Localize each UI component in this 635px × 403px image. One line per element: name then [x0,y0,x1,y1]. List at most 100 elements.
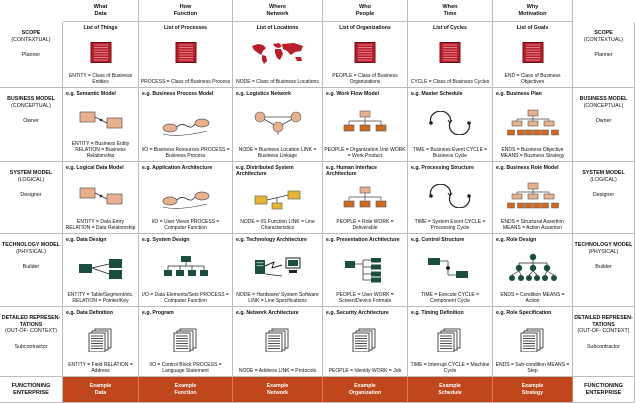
cell-description: TIME = Execute CYCLE = Component Cycle [420,291,480,304]
row-name: SCOPE [594,30,613,36]
cell-title: e.g. Control Structure [411,237,465,243]
cell-description: PEOPLE = User WORK = Screen/Device Forma… [336,291,394,304]
cell-title: e.g. Role Design [496,237,537,243]
cell-description: PROCESS = Class of Business Process [140,78,231,85]
cycle-icon [425,183,475,213]
cell-description: CYCLE = Class of Business Cycles [410,78,490,85]
row-name: BUSINESS MODEL [579,96,628,102]
framework-cell-r3-c1: e.g. Logical Data Model ENTITY = Data En… [63,162,139,234]
row-role: Owner [23,118,39,125]
framework-cell-r1-c6: List of Goals END = Class of Business Ob… [493,22,573,88]
framework-cell-r5-c4: e.g. Security Architecture PEOPLE = Iden… [323,307,408,377]
cell-description: ENDS = Structural Assertion MEANS = Acti… [501,218,564,231]
framework-cell-r4-c6: e.g. Role Design ENDS = Condition MEANS … [493,234,573,307]
cell-title: List of Organizations [339,25,391,31]
functioning-enterprise-text: FUNCTIONING ENTERPRISE [11,383,51,396]
column-header-question: When [442,4,458,10]
row-name: TECHNOLOGY MODEL [2,242,60,248]
book-icon [439,42,461,68]
cell-description: ENTITY = Field RELATION = Address [68,361,133,374]
framework-cell-r4-c5: e.g. Control Structure TIME = Execute CY… [408,234,493,307]
cell-description: I/O = Control Block PROCESS = Language S… [149,361,222,374]
framework-cell-r1-c4: List of Organizations PEOPLE = Class of … [323,22,408,88]
cell-description: I/O = Data Elements/Sets PROCESS = Compu… [142,291,229,304]
column-header-question: Who [358,4,372,10]
example-label: Example [266,383,289,389]
cycle-icon [425,110,475,140]
cell-title: e.g. Business Process Model [142,91,214,97]
goal-tree-icon [506,182,559,215]
hardware-icon [252,254,304,287]
framework-cell-r3-c4: e.g. Human Interface Architecture PEOPLE… [323,162,408,234]
framework-cell-r3-c6: e.g. Business Role Model ENDS = Structur… [493,162,573,234]
row-subtitle: (CONTEXTUAL) [583,36,624,43]
framework-cell-r4-c4: e.g. Presentation Architecture PEOPLE = … [323,234,408,307]
book-icon [175,42,197,68]
cell-title: e.g. Master Schedule [411,91,463,97]
row-header-right-2: BUSINESS MODEL (CONCEPTUAL) Owner [573,88,635,162]
cell-title: List of Goals [516,25,549,31]
cell-description: TIME = Interrupt CYCLE = Machine Cycle [410,361,490,374]
cell-description: I/O = User Views PROCESS = Computer Func… [151,218,220,231]
row-header-right-4: TECHNOLOGY MODEL (PHYSICAL) Builder [573,234,635,307]
column-header-label: Function [173,11,198,17]
example-value: Function [174,389,197,396]
row-subtitle: (PHYSICAL) [588,248,619,255]
cell-title: e.g. Network Architecture [236,310,299,316]
framework-cell-r1-c5: List of Cycles CYCLE = Class of Business… [408,22,493,88]
row-role: Planner [21,52,41,59]
row-role: Designer [592,192,615,199]
cell-description: PEOPLE = Identity WORK = Job [328,367,402,374]
cell-description: END = Class of Business Objectives [504,72,561,85]
row-role: Subcontractor [587,343,620,350]
world-map-icon [249,41,307,70]
row-name: SYSTEM MODEL [9,170,53,176]
example-value: Strategy [521,389,544,396]
framework-cell-r3-c2: e.g. Application Architecture I/O = User… [139,162,233,234]
goal-tree-icon [506,109,559,142]
row-name: DETAILED REPRESEN- TATIONS [1,315,61,328]
cell-description: NODE = Business Location LINK = Business… [238,146,317,159]
cell-title: e.g. Logical Data Model [66,165,124,171]
column-header-question: Why [526,4,539,10]
row-header-right-1: SCOPE (CONTEXTUAL) Planner [573,22,635,88]
column-header-people: Who People [323,0,408,22]
cell-description: NODE = Hardware/ System Software LINK = … [236,291,319,304]
column-header-label: Time [443,11,457,17]
control-flow-icon [426,255,474,286]
framework-cell-r1-c1: List of Things ENTITY = Class of Busines… [63,22,139,88]
example-value: Organization [348,389,382,396]
book-icon [522,42,544,68]
row-header-left-5: DETAILED REPRESEN- TATIONS (OUT-OF- CONTE… [0,307,63,377]
row-subtitle: (OUT-OF- CONTEXT) [577,328,630,335]
cell-title: e.g. Semantic Model [66,91,116,97]
cell-title: e.g. Presentation Architecture [326,237,400,243]
column-header-label: Motivation [518,11,547,17]
book-icon [90,42,112,68]
row-name: TECHNOLOGY MODEL [574,242,633,248]
functioning-enterprise-label-right: FUNCTIONING ENTERPRISE [573,377,635,403]
framework-cell-r2-c4: e.g. Work Flow Model PEOPLE = Organizati… [323,88,408,162]
row-subtitle: (CONTEXTUAL) [11,36,51,43]
column-header-question: Where [268,4,287,10]
document-stack-icon [518,328,548,357]
process-flow-icon [161,188,211,215]
row-name: BUSINESS MODEL [7,96,55,102]
row-header-right-5: DETAILED REPRESEN- TATIONS (OUT-OF- CONTE… [573,307,635,377]
row-subtitle: (OUT-OF- CONTEXT) [4,328,58,335]
row-subtitle: (PHYSICAL) [16,248,46,255]
cell-description: ENTITY = Data Entry RELATION = Data Rela… [65,218,136,231]
cell-title: e.g. Processing Structure [411,165,474,171]
row-header-left-4: TECHNOLOGY MODEL (PHYSICAL) Builder [0,234,63,307]
cell-description: I/O = Business Resources PROCESS = Busin… [141,146,230,159]
document-stack-icon [171,328,201,357]
row-subtitle: (CONCEPTUAL) [11,102,51,109]
example-cell-organization: Example Organization [323,377,408,403]
framework-cell-r5-c6: e.g. Role Specification ENDS = Sub-condi… [493,307,573,377]
cell-description: ENDS = Business Objective MEANS = Busine… [500,146,565,159]
example-cell-data: Example Data [63,377,139,403]
functioning-enterprise-label-left: FUNCTIONING ENTERPRISE [0,377,63,403]
row-role: Builder [595,264,612,271]
framework-cell-r1-c3: List of Locations NODE = Class of Busine… [233,22,323,88]
row-name: DETAILED REPRESEN- TATIONS [574,315,633,328]
